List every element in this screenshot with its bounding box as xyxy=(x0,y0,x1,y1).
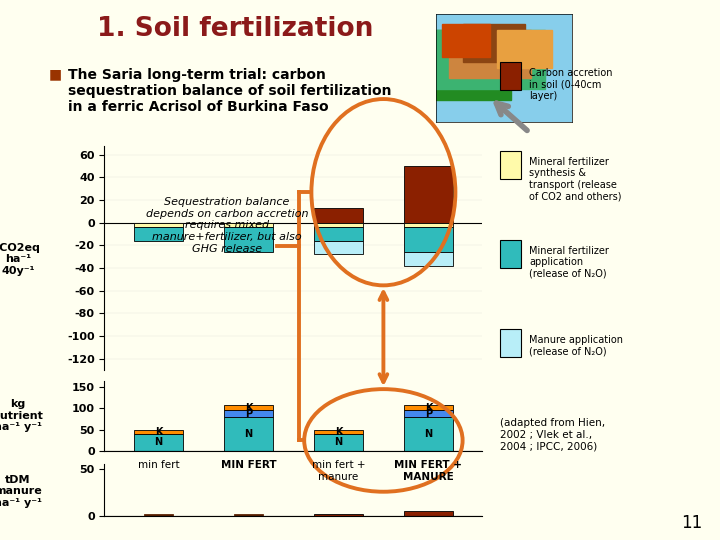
Bar xyxy=(404,166,453,223)
Bar xyxy=(314,434,363,451)
Text: P: P xyxy=(425,409,432,419)
Bar xyxy=(134,227,183,241)
Text: tCO2eq
ha⁻¹
40y⁻¹: tCO2eq ha⁻¹ 40y⁻¹ xyxy=(0,242,41,276)
Bar xyxy=(314,430,363,434)
Text: N: N xyxy=(154,437,163,448)
Bar xyxy=(314,514,363,516)
Text: MIN FERT +
MANURE: MIN FERT + MANURE xyxy=(395,460,462,482)
Text: Mineral fertilizer
application
(release of N₂O): Mineral fertilizer application (release … xyxy=(529,246,609,279)
Bar xyxy=(314,241,363,254)
Text: Carbon accretion
in soil (0-40cm
layer): Carbon accretion in soil (0-40cm layer) xyxy=(529,68,613,100)
Circle shape xyxy=(503,70,518,82)
Bar xyxy=(134,430,183,434)
Bar xyxy=(404,417,453,451)
Text: (adapted from Hien,
2002 ; Vlek et al.,
2004 ; IPCC, 2006): (adapted from Hien, 2002 ; Vlek et al., … xyxy=(500,418,606,451)
Text: Sequestration balance
depends on carbon accretion
requires mixed
manure+fertiliz: Sequestration balance depends on carbon … xyxy=(145,197,308,253)
Bar xyxy=(314,208,363,223)
Bar xyxy=(449,30,531,78)
Text: ■: ■ xyxy=(49,68,62,82)
Bar xyxy=(134,434,183,451)
Text: Manure application
(release of N₂O): Manure application (release of N₂O) xyxy=(529,335,624,356)
Bar xyxy=(224,406,273,410)
Bar xyxy=(134,223,183,227)
Bar xyxy=(497,30,552,68)
Bar xyxy=(314,223,363,227)
Text: N: N xyxy=(424,429,433,439)
Text: tDM
manure
ha⁻¹ y⁻¹: tDM manure ha⁻¹ y⁻¹ xyxy=(0,475,42,508)
Text: min fert: min fert xyxy=(138,460,179,470)
Bar xyxy=(224,227,273,252)
Text: K: K xyxy=(155,427,162,437)
Bar xyxy=(224,410,273,417)
Text: N: N xyxy=(334,437,343,448)
Bar xyxy=(436,30,545,89)
Text: The Saria long-term trial: carbon
sequestration balance of soil fertilization
in: The Saria long-term trial: carbon seques… xyxy=(68,68,392,114)
Bar xyxy=(224,223,273,227)
Bar xyxy=(404,511,453,516)
Text: kg
nutrient
ha⁻¹ y⁻¹: kg nutrient ha⁻¹ y⁻¹ xyxy=(0,399,43,433)
Bar xyxy=(463,24,524,62)
Text: P: P xyxy=(245,409,252,419)
Text: K: K xyxy=(335,427,342,437)
Bar xyxy=(314,227,363,241)
Bar xyxy=(442,24,490,57)
Text: min fert +
manure: min fert + manure xyxy=(312,460,365,482)
Text: 1. Soil fertilization: 1. Soil fertilization xyxy=(97,16,374,42)
Text: 11: 11 xyxy=(680,514,702,532)
Bar xyxy=(404,406,453,410)
Bar xyxy=(404,410,453,417)
Bar xyxy=(224,417,273,451)
Text: N: N xyxy=(244,429,253,439)
Text: K: K xyxy=(245,403,252,413)
Bar xyxy=(436,30,511,100)
Bar xyxy=(404,252,453,266)
Bar xyxy=(404,227,453,252)
Text: Mineral fertilizer
synthesis &
transport (release
of CO2 and others): Mineral fertilizer synthesis & transport… xyxy=(529,157,621,201)
Text: K: K xyxy=(425,403,432,413)
Bar xyxy=(404,223,453,227)
Text: MIN FERT: MIN FERT xyxy=(220,460,276,470)
